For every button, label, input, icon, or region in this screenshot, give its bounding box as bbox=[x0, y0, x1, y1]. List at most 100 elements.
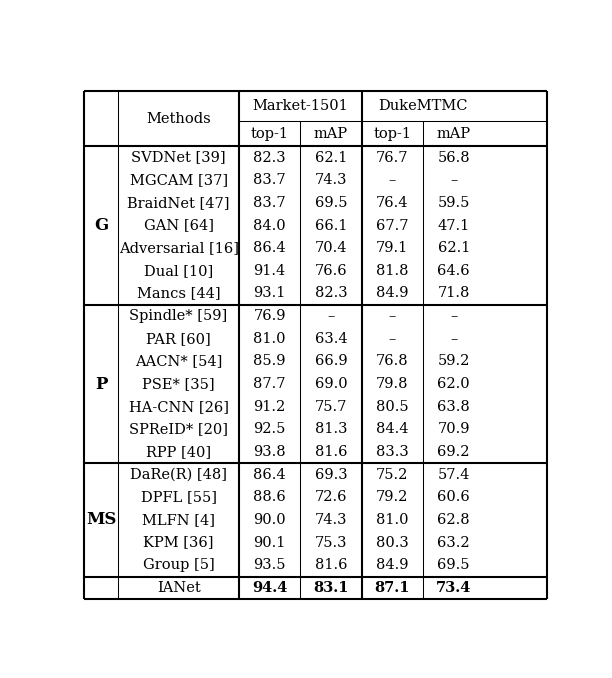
Text: –: – bbox=[450, 173, 457, 187]
Text: 75.7: 75.7 bbox=[315, 400, 347, 414]
Text: GAN [64]: GAN [64] bbox=[144, 218, 214, 233]
Text: 84.0: 84.0 bbox=[253, 218, 286, 233]
Text: 62.8: 62.8 bbox=[438, 513, 470, 527]
Text: 56.8: 56.8 bbox=[438, 151, 470, 165]
Text: 76.4: 76.4 bbox=[376, 196, 409, 210]
Text: Group [5]: Group [5] bbox=[143, 558, 214, 572]
Text: 81.6: 81.6 bbox=[315, 445, 347, 459]
Text: 70.4: 70.4 bbox=[315, 241, 347, 255]
Text: SPReID* [20]: SPReID* [20] bbox=[129, 422, 228, 437]
Text: 90.0: 90.0 bbox=[253, 513, 286, 527]
Text: 84.4: 84.4 bbox=[376, 422, 409, 437]
Text: 69.3: 69.3 bbox=[315, 468, 347, 481]
Text: G: G bbox=[94, 217, 108, 234]
Text: 93.5: 93.5 bbox=[253, 558, 286, 572]
Text: Methods: Methods bbox=[146, 111, 211, 125]
Text: –: – bbox=[327, 309, 335, 323]
Text: 87.7: 87.7 bbox=[253, 377, 286, 391]
Text: 47.1: 47.1 bbox=[438, 218, 470, 233]
Text: 69.0: 69.0 bbox=[315, 377, 347, 391]
Text: 74.3: 74.3 bbox=[315, 173, 347, 187]
Text: SVDNet [39]: SVDNet [39] bbox=[132, 151, 226, 165]
Text: –: – bbox=[389, 309, 396, 323]
Text: 83.1: 83.1 bbox=[313, 581, 349, 595]
Text: Dual [10]: Dual [10] bbox=[144, 264, 213, 278]
Text: 90.1: 90.1 bbox=[253, 536, 286, 550]
Text: 88.6: 88.6 bbox=[253, 490, 286, 504]
Text: mAP: mAP bbox=[437, 127, 471, 141]
Text: MGCAM [37]: MGCAM [37] bbox=[130, 173, 228, 187]
Text: RPP [40]: RPP [40] bbox=[146, 445, 211, 459]
Text: 91.4: 91.4 bbox=[253, 264, 286, 278]
Text: MLFN [4]: MLFN [4] bbox=[142, 513, 215, 527]
Text: IANet: IANet bbox=[157, 581, 201, 595]
Text: 60.6: 60.6 bbox=[438, 490, 470, 504]
Text: 81.6: 81.6 bbox=[315, 558, 347, 572]
Text: 66.1: 66.1 bbox=[315, 218, 347, 233]
Text: 76.9: 76.9 bbox=[253, 309, 286, 323]
Text: 57.4: 57.4 bbox=[438, 468, 470, 481]
Text: 85.9: 85.9 bbox=[253, 355, 286, 368]
Text: MS: MS bbox=[86, 511, 116, 528]
Text: 63.4: 63.4 bbox=[315, 332, 347, 346]
Text: top-1: top-1 bbox=[250, 127, 288, 141]
Text: 74.3: 74.3 bbox=[315, 513, 347, 527]
Text: 66.9: 66.9 bbox=[315, 355, 347, 368]
Text: DPFL [55]: DPFL [55] bbox=[141, 490, 217, 504]
Text: HA-CNN [26]: HA-CNN [26] bbox=[129, 400, 229, 414]
Text: 64.6: 64.6 bbox=[438, 264, 470, 278]
Text: 76.7: 76.7 bbox=[376, 151, 409, 165]
Text: 80.5: 80.5 bbox=[376, 400, 409, 414]
Text: 86.4: 86.4 bbox=[253, 468, 286, 481]
Text: 69.2: 69.2 bbox=[438, 445, 470, 459]
Text: 76.8: 76.8 bbox=[376, 355, 409, 368]
Text: 91.2: 91.2 bbox=[253, 400, 286, 414]
Text: 81.0: 81.0 bbox=[376, 513, 409, 527]
Text: PAR [60]: PAR [60] bbox=[146, 332, 211, 346]
Text: DaRe(R) [48]: DaRe(R) [48] bbox=[130, 468, 227, 481]
Text: 75.3: 75.3 bbox=[315, 536, 347, 550]
Text: 81.0: 81.0 bbox=[253, 332, 286, 346]
Text: 82.3: 82.3 bbox=[253, 151, 286, 165]
Text: Mancs [44]: Mancs [44] bbox=[137, 287, 220, 300]
Text: 71.8: 71.8 bbox=[438, 287, 470, 300]
Text: 79.2: 79.2 bbox=[376, 490, 409, 504]
Text: –: – bbox=[450, 309, 457, 323]
Text: 69.5: 69.5 bbox=[315, 196, 347, 210]
Text: 75.2: 75.2 bbox=[376, 468, 409, 481]
Text: –: – bbox=[389, 332, 396, 346]
Text: 84.9: 84.9 bbox=[376, 558, 409, 572]
Text: Spindle* [59]: Spindle* [59] bbox=[130, 309, 228, 323]
Text: 62.1: 62.1 bbox=[438, 241, 470, 255]
Text: 93.1: 93.1 bbox=[253, 287, 286, 300]
Text: Adversarial [16]: Adversarial [16] bbox=[119, 241, 239, 255]
Text: –: – bbox=[389, 173, 396, 187]
Text: 82.3: 82.3 bbox=[315, 287, 347, 300]
Text: –: – bbox=[450, 332, 457, 346]
Text: 62.1: 62.1 bbox=[315, 151, 347, 165]
Text: 79.1: 79.1 bbox=[376, 241, 408, 255]
Text: P: P bbox=[95, 376, 107, 393]
Text: PSE* [35]: PSE* [35] bbox=[143, 377, 215, 391]
Text: KPM [36]: KPM [36] bbox=[143, 536, 214, 550]
Text: 59.5: 59.5 bbox=[438, 196, 470, 210]
Text: AACN* [54]: AACN* [54] bbox=[135, 355, 222, 368]
Text: BraidNet [47]: BraidNet [47] bbox=[127, 196, 230, 210]
Text: 93.8: 93.8 bbox=[253, 445, 286, 459]
Text: mAP: mAP bbox=[314, 127, 348, 141]
Text: 69.5: 69.5 bbox=[438, 558, 470, 572]
Text: 63.2: 63.2 bbox=[438, 536, 470, 550]
Text: 92.5: 92.5 bbox=[253, 422, 286, 437]
Text: 70.9: 70.9 bbox=[438, 422, 470, 437]
Text: 72.6: 72.6 bbox=[315, 490, 347, 504]
Text: Market-1501: Market-1501 bbox=[252, 99, 348, 113]
Text: 83.7: 83.7 bbox=[253, 173, 286, 187]
Text: top-1: top-1 bbox=[373, 127, 411, 141]
Text: 80.3: 80.3 bbox=[376, 536, 409, 550]
Text: 83.3: 83.3 bbox=[376, 445, 409, 459]
Text: 81.8: 81.8 bbox=[376, 264, 409, 278]
Text: 67.7: 67.7 bbox=[376, 218, 409, 233]
Text: 86.4: 86.4 bbox=[253, 241, 286, 255]
Text: 62.0: 62.0 bbox=[438, 377, 470, 391]
Text: 76.6: 76.6 bbox=[315, 264, 347, 278]
